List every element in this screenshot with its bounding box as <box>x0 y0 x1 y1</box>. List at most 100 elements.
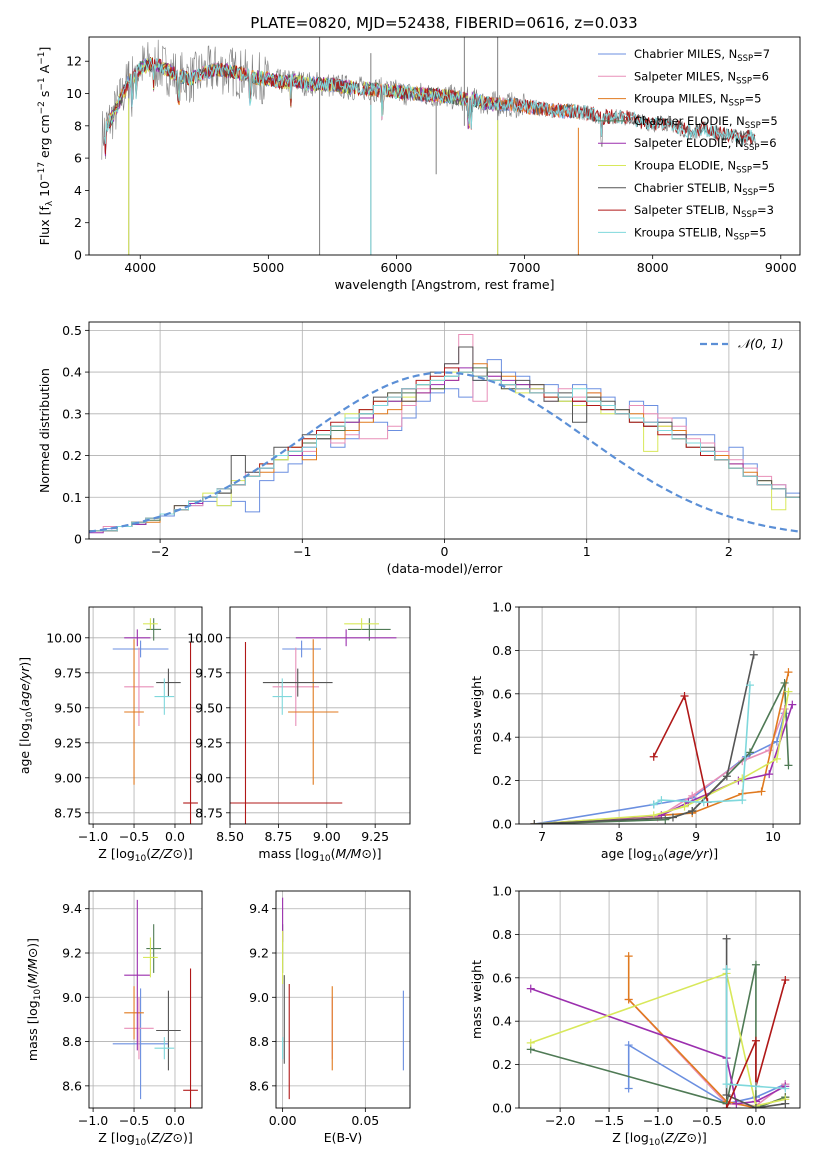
y-tick-label: 10.00 <box>46 630 82 645</box>
y-tick-label: 0.8 <box>492 643 512 658</box>
weight-marker <box>738 796 747 805</box>
legend-entry: Chabrier ELODIE, NSSP=5 <box>634 114 778 131</box>
weight-marker <box>680 802 689 811</box>
x-tick-label: 0.05 <box>351 1113 379 1128</box>
x-axis-label: age [log10(age/yr)] <box>601 846 718 864</box>
label-part: −17 <box>37 162 47 181</box>
weight-marker <box>738 774 747 783</box>
legend-text: Salpeter STELIB, N <box>634 203 741 217</box>
weight-marker <box>784 687 793 696</box>
axes-frame <box>229 606 411 825</box>
label-part: 10 <box>25 711 35 723</box>
weight-marker <box>680 691 689 700</box>
legend-tail: =5 <box>744 92 761 106</box>
legend-subscript: SSP <box>744 143 760 153</box>
label-part: )] <box>708 846 718 861</box>
y-tick-label: 0.0 <box>492 817 512 832</box>
label-part: 10 <box>135 854 147 864</box>
weight-marker <box>784 668 793 677</box>
y-axis-label: mass weight <box>469 960 484 1039</box>
plot-area <box>230 618 397 824</box>
label-part: M/M <box>336 846 362 861</box>
y-tick-label: 0 <box>74 532 82 547</box>
weight-marker <box>722 1090 731 1099</box>
weight-marker <box>745 748 754 757</box>
label-part: age/yr <box>17 666 32 707</box>
y-tick-label: 0.5 <box>62 323 82 338</box>
y-axis-label: mass weight <box>469 676 484 755</box>
x-tick-label: 9000 <box>765 260 797 275</box>
weight-marker <box>722 1104 731 1108</box>
label-part: mass weight <box>469 676 484 755</box>
y-tick-label: 0.6 <box>492 686 512 701</box>
label-part: Z/Z <box>150 846 173 861</box>
weight-marker <box>749 650 758 659</box>
legend-entry: Kroupa STELIB, NSSP=5 <box>634 225 766 242</box>
y-tick-label: 9.50 <box>54 700 82 715</box>
weight-marker <box>649 800 658 809</box>
axes-frame <box>88 890 203 1109</box>
y-tick-label: 0.4 <box>62 365 82 380</box>
x-tick-label: 10 <box>765 829 781 844</box>
legend-subscript: SSP <box>736 76 752 86</box>
y-tick-label: 9.2 <box>62 946 82 961</box>
y-tick-label: 12 <box>66 54 82 69</box>
legend-tail: =5 <box>761 114 778 128</box>
y-tick-label: 9.25 <box>195 735 223 750</box>
weight-marker <box>765 746 774 755</box>
weight-marker <box>781 1084 790 1093</box>
label-part: log <box>25 1000 40 1019</box>
label-part: −1 <box>37 52 47 65</box>
weight-marker <box>668 813 677 822</box>
x-tick-label: 9 <box>692 829 700 844</box>
y-tick-label: 0.2 <box>492 1057 512 1072</box>
plot-area <box>112 899 198 1108</box>
x-tick-label: −2.0 <box>545 1113 575 1128</box>
x-tick-label: 1 <box>583 544 591 559</box>
weight-marker <box>784 761 793 770</box>
plot-area <box>89 334 800 534</box>
label-part: Normed distribution <box>37 368 52 493</box>
y-tick-label: 8.6 <box>62 1078 82 1093</box>
x-tick-label: 8.75 <box>264 829 292 844</box>
label-part: Z/Z <box>664 1130 687 1145</box>
plot-area <box>101 37 756 255</box>
y-tick-label: 9.00 <box>195 770 223 785</box>
label-part: ⊙)] <box>686 1130 706 1145</box>
label-part: log <box>116 1130 135 1145</box>
label-part: ( <box>17 707 32 712</box>
label-part: 10 <box>319 854 331 864</box>
legend-entry: Kroupa MILES, NSSP=5 <box>634 92 761 109</box>
weight-line <box>530 972 786 1107</box>
legend-entry: Salpeter ELODIE, NSSP=6 <box>634 136 777 153</box>
weight-marker <box>699 798 708 807</box>
x-tick-label: −0.5 <box>119 829 149 844</box>
legend-subscript: SSP <box>729 99 745 109</box>
weight-marker <box>688 791 697 800</box>
weight-line <box>652 693 709 803</box>
y-tick-label: 0.3 <box>62 406 82 421</box>
weight-marker <box>722 934 731 943</box>
legend-subscript: SSP <box>736 166 752 176</box>
weight-line <box>534 654 755 824</box>
label-part: ⊙)] <box>25 938 40 958</box>
x-tick-label: 8000 <box>637 260 669 275</box>
weight-marker <box>661 815 670 824</box>
weight-marker <box>526 1038 535 1047</box>
x-tick-label: −1.5 <box>594 1113 624 1128</box>
legend-entry: 𝒩(0, 1) <box>738 336 784 351</box>
x-axis-label: Z [log10(Z/Z⊙)] <box>98 1130 192 1148</box>
label-part: ( <box>146 1130 151 1145</box>
figure-title: PLATE=0820, MJD=52438, FIBERID=0616, z=0… <box>250 14 637 32</box>
label-part: Flux [f <box>37 206 52 246</box>
plot-area <box>526 934 790 1108</box>
plot-area <box>282 897 404 1100</box>
x-axis-label: Z [log10(Z/Z⊙)] <box>98 846 192 864</box>
label-part: log <box>633 846 652 861</box>
y-tick-label: 1.0 <box>492 884 512 899</box>
x-tick-label: −1.0 <box>78 1113 108 1128</box>
x-tick-label: −0.5 <box>119 1113 149 1128</box>
x-tick-label: 2 <box>725 544 733 559</box>
legend-entry: Salpeter STELIB, NSSP=3 <box>634 203 774 220</box>
